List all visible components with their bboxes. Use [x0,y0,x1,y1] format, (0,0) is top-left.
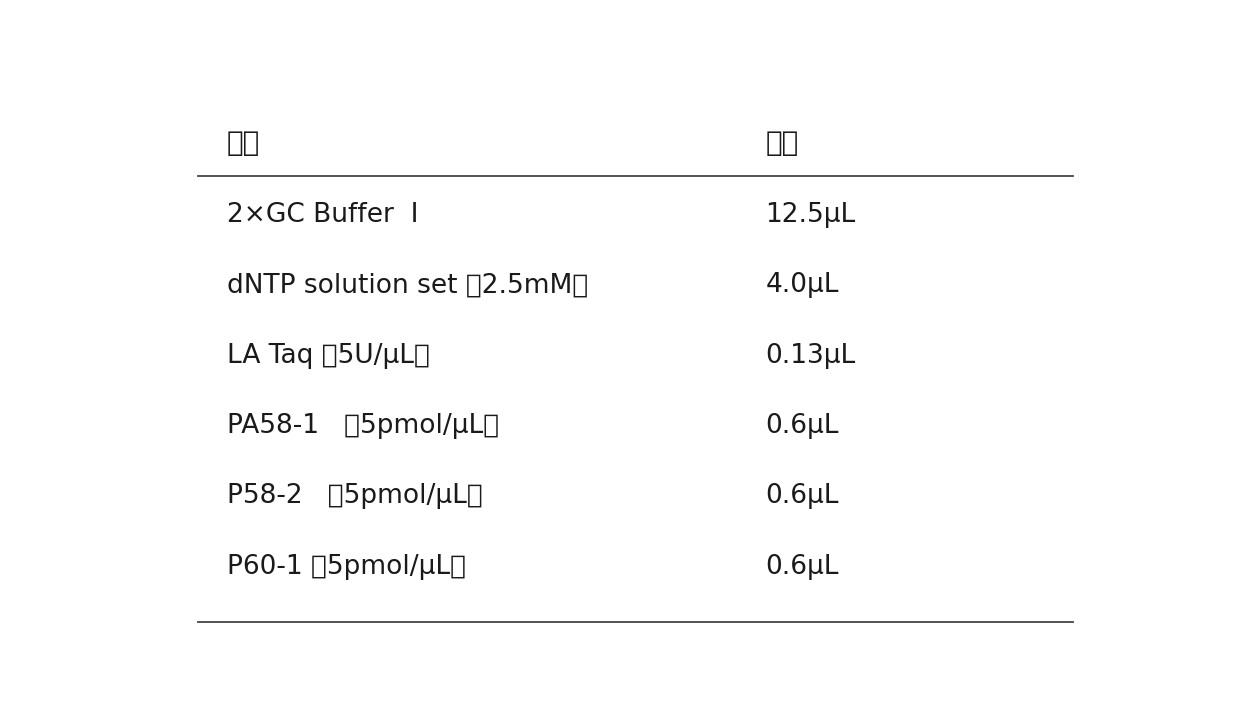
Text: PA58-1   （5pmol/μL）: PA58-1 （5pmol/μL） [227,413,500,439]
Text: dNTP solution set （2.5mM）: dNTP solution set （2.5mM） [227,272,588,298]
Text: 12.5μL: 12.5μL [765,202,856,228]
Text: LA Taq （5U/μL）: LA Taq （5U/μL） [227,343,430,368]
Text: 2×GC Buffer  Ⅰ: 2×GC Buffer Ⅰ [227,202,419,228]
Text: P60-1 （5pmol/μL）: P60-1 （5pmol/μL） [227,554,466,580]
Text: 试剂: 试剂 [227,129,260,157]
Text: 体积: 体积 [765,129,799,157]
Text: 0.6μL: 0.6μL [765,554,838,580]
Text: 4.0μL: 4.0μL [765,272,838,298]
Text: 0.13μL: 0.13μL [765,343,856,368]
Text: 0.6μL: 0.6μL [765,483,838,509]
Text: 0.6μL: 0.6μL [765,413,838,439]
Text: P58-2   （5pmol/μL）: P58-2 （5pmol/μL） [227,483,482,509]
